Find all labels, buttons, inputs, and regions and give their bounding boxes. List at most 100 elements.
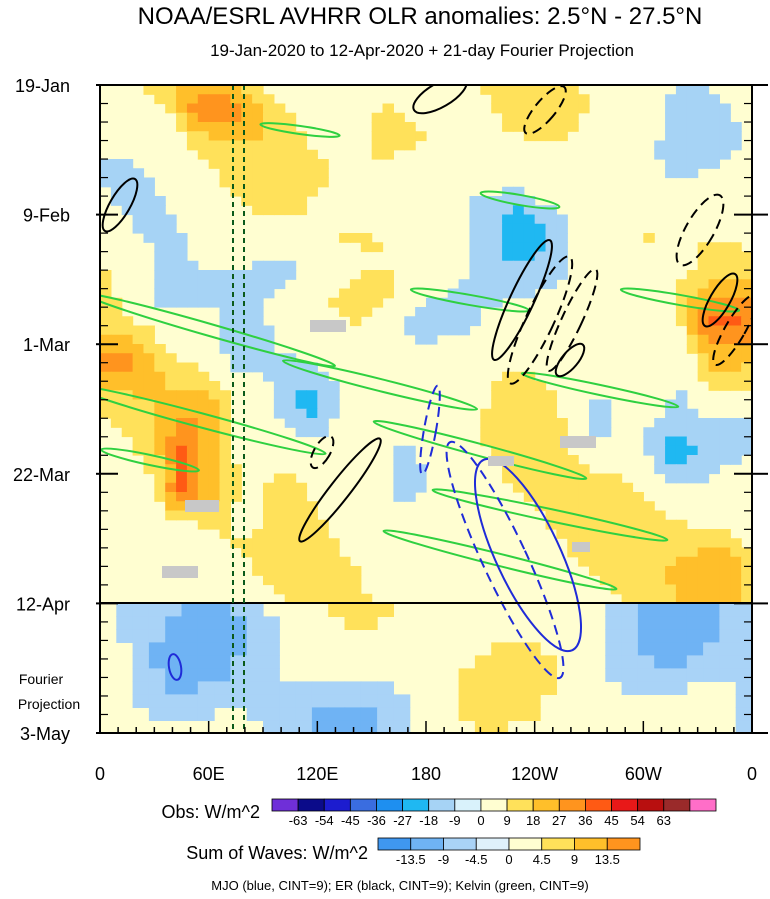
obs-cell bbox=[241, 297, 253, 308]
obs-cell bbox=[730, 362, 742, 373]
obs-cell bbox=[730, 418, 742, 428]
obs-cell bbox=[447, 325, 460, 336]
obs-cell bbox=[502, 103, 514, 114]
obs-cell bbox=[686, 473, 699, 484]
obs-cell bbox=[176, 399, 188, 410]
obs-cell bbox=[252, 186, 264, 197]
obs-cell bbox=[534, 85, 547, 95]
obs-cell bbox=[599, 473, 612, 484]
projection-cell bbox=[295, 694, 313, 708]
obs-cell bbox=[143, 344, 155, 354]
obs-cell bbox=[589, 566, 601, 576]
obs-cell bbox=[295, 149, 308, 160]
obs-colorbar-level: -54 bbox=[315, 813, 334, 828]
obs-cell bbox=[110, 297, 123, 308]
obs-cell bbox=[675, 140, 688, 151]
obs-cell bbox=[165, 501, 177, 512]
obs-cell bbox=[665, 436, 677, 447]
obs-cell bbox=[219, 492, 231, 502]
obs-cell bbox=[686, 122, 699, 132]
obs-cell bbox=[208, 473, 221, 484]
obs-cell bbox=[143, 196, 155, 206]
projection-cell bbox=[181, 681, 199, 695]
projection-label-line2: Projection bbox=[18, 696, 80, 712]
obs-cell bbox=[697, 566, 710, 576]
obs-cell bbox=[252, 196, 264, 206]
obs-cell bbox=[426, 297, 438, 308]
obs-cell bbox=[643, 575, 655, 586]
obs-cell bbox=[697, 371, 710, 382]
obs-cell bbox=[165, 260, 177, 271]
obs-cell bbox=[719, 381, 731, 391]
projection-cell bbox=[197, 681, 215, 695]
obs-cell bbox=[512, 122, 525, 132]
obs-cell bbox=[219, 177, 231, 188]
obs-cell bbox=[730, 140, 742, 151]
projection-cell bbox=[491, 655, 509, 669]
projection-cell bbox=[246, 616, 264, 630]
obs-cell bbox=[643, 547, 655, 558]
obs-cell bbox=[426, 307, 438, 317]
obs-cell bbox=[491, 94, 503, 105]
projection-cell bbox=[165, 603, 183, 617]
x-tick-labels: 0 60E 120E 180 120W 60W 0 bbox=[95, 764, 757, 784]
obs-cell bbox=[230, 334, 242, 345]
obs-cell bbox=[697, 140, 710, 151]
obs-cell bbox=[708, 325, 720, 336]
obs-cell bbox=[523, 288, 536, 299]
obs-cell bbox=[208, 492, 221, 502]
obs-cell bbox=[469, 279, 481, 290]
obs-cell bbox=[719, 566, 731, 576]
obs-cell bbox=[480, 288, 492, 299]
obs-cell bbox=[512, 464, 525, 475]
obs-cell bbox=[154, 353, 166, 364]
projection-cell bbox=[181, 629, 199, 643]
obs-cell bbox=[665, 159, 677, 169]
axis-ticks bbox=[96, 84, 768, 734]
obs-colorbar-level: 63 bbox=[657, 813, 671, 828]
obs-cell bbox=[686, 538, 699, 549]
obs-cell bbox=[176, 445, 188, 456]
obs-cell bbox=[545, 223, 557, 234]
obs-cell bbox=[328, 556, 340, 567]
obs-cell bbox=[186, 436, 199, 447]
obs-cell bbox=[252, 112, 264, 123]
obs-colorbar-swatch bbox=[585, 798, 612, 812]
obs-cell bbox=[284, 510, 297, 521]
obs-cell bbox=[143, 325, 155, 336]
projection-cell bbox=[458, 681, 476, 695]
obs-cell bbox=[686, 455, 699, 465]
obs-cell bbox=[252, 103, 264, 114]
projection-cell bbox=[491, 681, 509, 695]
projection-cell bbox=[263, 629, 280, 643]
obs-cell bbox=[545, 122, 557, 132]
projection-cell bbox=[132, 668, 150, 682]
projection-cell bbox=[474, 655, 492, 669]
projection-cell bbox=[165, 694, 183, 708]
obs-cell bbox=[686, 556, 699, 567]
obs-cell bbox=[186, 464, 199, 475]
projection-cell bbox=[654, 629, 672, 643]
projection-cell bbox=[246, 707, 264, 721]
obs-cell bbox=[208, 510, 221, 521]
obs-cell bbox=[263, 186, 275, 197]
obs-cell bbox=[100, 408, 112, 419]
obs-cell bbox=[219, 279, 231, 290]
obs-cell bbox=[230, 538, 242, 549]
projection-cell bbox=[132, 629, 150, 643]
obs-cell bbox=[219, 168, 231, 179]
obs-cell bbox=[491, 445, 503, 456]
obs-cell bbox=[230, 149, 242, 160]
obs-cell bbox=[154, 427, 166, 438]
obs-cell bbox=[654, 584, 666, 595]
obs-cell bbox=[480, 85, 492, 95]
obs-cell bbox=[697, 288, 710, 299]
projection-cell bbox=[735, 707, 752, 721]
obs-cell bbox=[208, 408, 221, 419]
projection-cell bbox=[605, 668, 623, 682]
obs-cell bbox=[654, 547, 666, 558]
projection-cell bbox=[263, 616, 280, 630]
obs-cell bbox=[665, 168, 677, 179]
obs-cell bbox=[219, 85, 231, 95]
obs-cell bbox=[708, 344, 720, 354]
